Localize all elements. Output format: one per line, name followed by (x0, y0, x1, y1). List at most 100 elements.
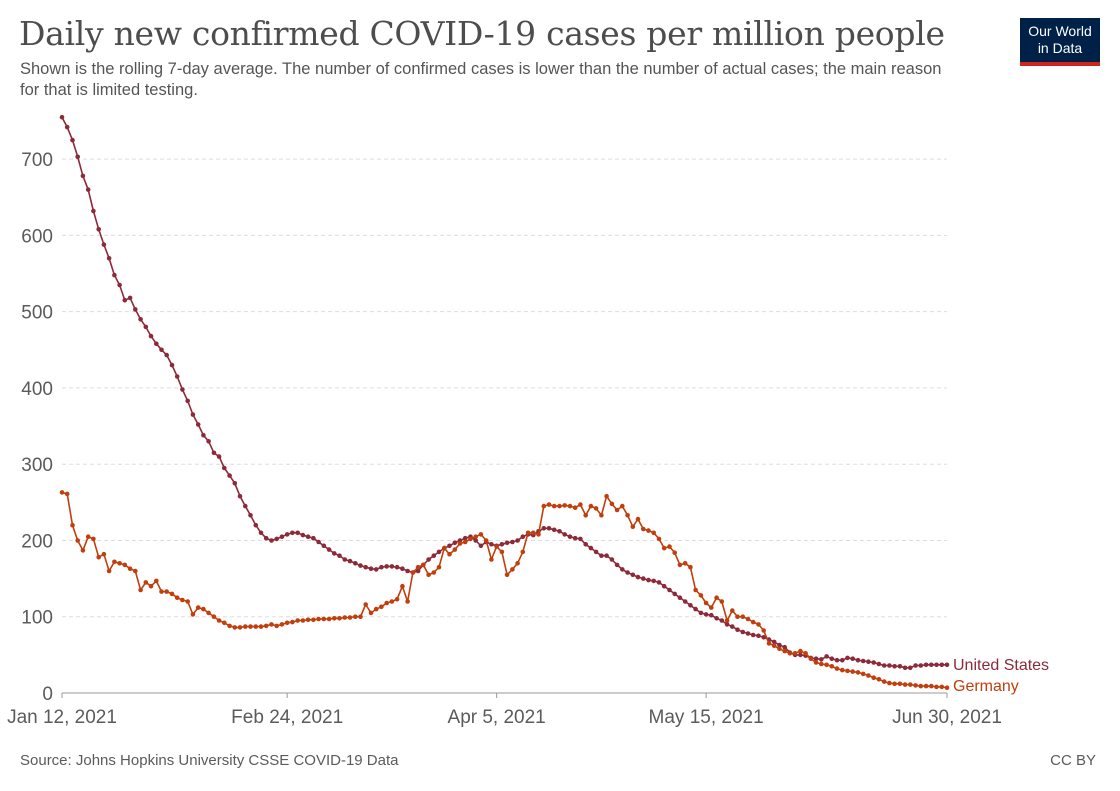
data-point (871, 675, 876, 680)
data-point (342, 557, 348, 562)
data-point (850, 656, 855, 661)
data-point (834, 666, 840, 671)
data-point (243, 624, 248, 629)
data-point (551, 527, 557, 533)
data-point (442, 545, 447, 551)
data-point (609, 557, 615, 562)
data-point (693, 606, 698, 612)
data-point (756, 622, 761, 627)
data-point (353, 561, 358, 566)
data-point (400, 583, 405, 589)
data-point (855, 657, 861, 663)
data-point (148, 583, 154, 589)
data-point (761, 635, 766, 640)
data-point (174, 374, 180, 379)
data-point (164, 352, 169, 358)
data-point (672, 591, 677, 597)
data-point (840, 657, 845, 663)
data-point (719, 618, 725, 623)
data-point (698, 593, 704, 598)
data-point (127, 295, 133, 301)
data-point (127, 566, 133, 571)
data-point (133, 307, 138, 312)
data-point (159, 347, 164, 353)
data-point (562, 532, 567, 537)
data-point (541, 503, 547, 509)
data-point (792, 651, 798, 656)
data-point (724, 622, 730, 627)
data-point (918, 663, 924, 668)
data-point (510, 567, 515, 572)
data-point (295, 618, 301, 623)
data-point (353, 614, 358, 619)
data-point (305, 534, 311, 539)
data-point (918, 683, 924, 689)
data-point (677, 595, 683, 600)
data-point (499, 542, 505, 547)
series-line-united-states[interactable] (61, 116, 947, 669)
data-point (405, 568, 410, 574)
data-point (85, 187, 91, 192)
data-point (452, 547, 458, 552)
data-point (525, 530, 531, 536)
data-point (557, 529, 562, 534)
y-tick-label: 0 (42, 684, 53, 705)
data-point (740, 629, 746, 635)
data-point (143, 324, 149, 330)
data-point (258, 624, 264, 629)
legend-label-united-states[interactable]: United States (953, 657, 1049, 674)
data-point (824, 662, 829, 668)
data-point (740, 614, 746, 619)
data-point (860, 671, 866, 677)
data-point (829, 664, 835, 669)
label-layer: United States Germany (953, 657, 1049, 695)
data-point (80, 173, 86, 179)
data-point (70, 522, 75, 528)
data-point (237, 625, 243, 630)
data-point (709, 605, 714, 610)
data-point (902, 682, 908, 687)
data-point (478, 532, 484, 537)
data-point (614, 507, 620, 513)
data-point (253, 624, 259, 629)
license-link[interactable]: CC BY (1050, 752, 1096, 769)
data-point (724, 618, 730, 623)
data-point (415, 564, 421, 570)
data-point (206, 610, 211, 616)
data-point (138, 587, 143, 593)
data-point (887, 680, 892, 686)
data-point (667, 587, 672, 593)
data-point (703, 600, 709, 606)
data-point (583, 513, 588, 518)
data-point (656, 536, 662, 542)
data-point (824, 654, 829, 659)
data-point (693, 587, 698, 593)
owid-logo[interactable]: Our World in Data (1020, 18, 1100, 66)
data-point (871, 660, 876, 665)
data-point (185, 599, 190, 604)
y-tick-label: 200 (21, 531, 53, 552)
data-point (876, 661, 882, 667)
series-layer (59, 114, 950, 690)
data-point (813, 656, 819, 661)
data-point (133, 568, 138, 574)
data-point (908, 665, 913, 671)
data-point (305, 617, 311, 623)
data-point (96, 554, 101, 560)
legend-label-germany[interactable]: Germany (953, 678, 1019, 695)
data-point (860, 658, 866, 664)
data-point (337, 616, 342, 621)
data-point (583, 542, 588, 547)
data-point (593, 549, 599, 555)
data-point (771, 639, 777, 645)
source-note[interactable]: Source: Johns Hopkins University CSSE CO… (20, 752, 399, 769)
data-point (211, 614, 217, 619)
data-point (887, 663, 892, 668)
data-point (316, 539, 321, 545)
data-point (892, 681, 897, 687)
data-point (782, 648, 787, 654)
data-point (939, 684, 945, 690)
data-point (551, 503, 557, 509)
grid-layer (62, 158, 947, 618)
data-point (101, 242, 107, 247)
